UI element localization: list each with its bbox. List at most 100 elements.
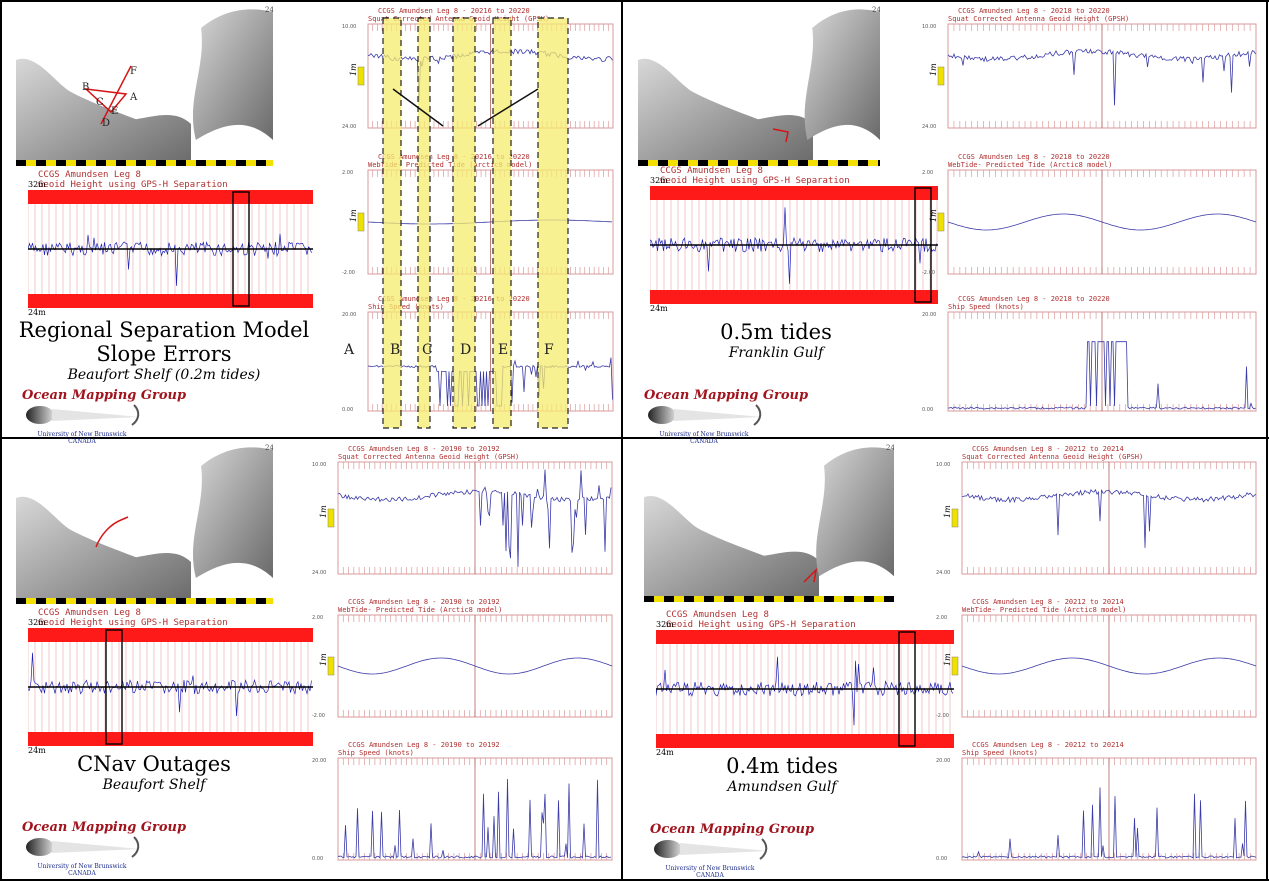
- panel-caption: 0.4m tides Amundsen Gulf: [632, 754, 932, 796]
- strip-top-scale: 32m: [28, 180, 46, 189]
- map-zone-label: 24: [265, 444, 273, 452]
- scale-unit-label: 1m: [319, 653, 328, 666]
- caption-line: Regional Separation Model: [18, 318, 310, 342]
- graph-title: CCGS Amundsen Leg 8 - 20190 to 20192: [348, 741, 500, 749]
- segment-label-b: B: [390, 342, 400, 358]
- brand-swoosh-icon: [648, 404, 762, 426]
- graph-title: CCGS Amundsen Leg 8 - 20218 to 20220: [958, 153, 1110, 161]
- landmass-east: [804, 9, 880, 140]
- brand-country: CANADA: [68, 438, 96, 445]
- data-trace: [961, 657, 1257, 675]
- scale-unit-label: 1m: [319, 505, 328, 518]
- ship-speed-graph: CCGS Amundsen Leg 8 - 20212 to 20214Ship…: [936, 741, 1257, 862]
- strip-bottom-scale: 24m: [656, 748, 674, 757]
- caption-line: 0.5m tides: [720, 320, 832, 344]
- landmass-east: [816, 447, 894, 577]
- y-axis-top-label: 20.00: [936, 758, 950, 764]
- brand-title: Ocean Mapping Group: [22, 388, 187, 403]
- map-point-label: B: [82, 82, 89, 93]
- scale-unit-label: 1m: [943, 505, 952, 518]
- landmass-east: [192, 9, 273, 140]
- graph-subtitle: Squat Corrected Antenna Geoid Height (GP…: [962, 453, 1143, 461]
- upper-red-band: [656, 630, 954, 644]
- ocean-mapping-group-logo: Ocean Mapping Group University of New Bru…: [22, 388, 186, 445]
- graph-subtitle: Ship Speed (knots): [948, 303, 1024, 311]
- y-axis-bottom-label: 0.00: [922, 407, 933, 413]
- border-bottom: [0, 879, 1269, 881]
- map-zone-label: 24: [872, 6, 880, 14]
- segment-label-c: C: [422, 342, 433, 358]
- terrain-map: 24: [644, 444, 894, 600]
- y-axis-top-label: 20.00: [922, 312, 936, 318]
- y-axis-bottom-label: 24.00: [342, 124, 356, 130]
- highlight-box: [898, 631, 916, 747]
- scale-bar: [951, 508, 959, 528]
- strip-title-line1: CCGS Amundsen Leg 8: [660, 166, 763, 176]
- scale-bar: [357, 212, 365, 232]
- landmass-west: [644, 496, 819, 600]
- coastline-scale-bar: [16, 598, 273, 604]
- strip-title: CCGS Amundsen Leg 8 Geoid Height using GP…: [38, 608, 228, 628]
- data-trace: [367, 219, 613, 225]
- graph-title: CCGS Amundsen Leg 8 - 20218 to 20220: [958, 295, 1110, 303]
- scale-bar: [937, 66, 945, 86]
- scale-unit-label: 1m: [349, 63, 358, 76]
- lower-red-band: [28, 294, 313, 308]
- data-trace: [961, 488, 1257, 548]
- coastline-scale-bar: [16, 160, 273, 166]
- strip-title-line1: CCGS Amundsen Leg 8: [38, 170, 141, 180]
- y-axis-bottom-label: 0.00: [342, 407, 353, 413]
- landmass-west: [16, 496, 191, 602]
- scale-unit-label: 1m: [929, 63, 938, 76]
- graph-subtitle: WebTide- Predicted Tide (Arctic8 model): [962, 606, 1126, 614]
- geoid-signal: [28, 652, 312, 717]
- graph-title: CCGS Amundsen Leg 8 - 20212 to 20214: [972, 598, 1124, 606]
- data-trace: [961, 787, 1257, 859]
- geoid-height-graph: CCGS Amundsen Leg 8 - 20212 to 20214Squa…: [936, 445, 1257, 576]
- data-trace: [337, 469, 612, 567]
- strip-top-scale: 32m: [650, 176, 668, 185]
- graph-title: CCGS Amundsen Leg 8 - 20190 to 20192: [348, 445, 500, 453]
- lower-red-band: [656, 734, 954, 748]
- strip-top-scale: 32m: [28, 618, 46, 627]
- upper-red-band: [28, 628, 313, 642]
- map-point-label: E: [111, 106, 118, 117]
- panel-caption: CNav Outages Beaufort Shelf: [4, 752, 304, 794]
- y-axis-bottom-label: 24.00: [922, 124, 936, 130]
- graph-subtitle: WebTide- Predicted Tide (Arctic8 model): [338, 606, 502, 614]
- tide-graph: CCGS Amundsen Leg 8 - 20190 to 20192WebT…: [312, 598, 613, 719]
- geoid-signal: [28, 233, 312, 286]
- graph-title: CCGS Amundsen Leg 8 - 20216 to 20220: [378, 7, 530, 15]
- graph-subtitle: Squat Corrected Antenna Geoid Height (GP…: [338, 453, 519, 461]
- highlight-box: [914, 187, 932, 303]
- segment-label-a: A: [343, 342, 355, 358]
- graph-title: CCGS Amundsen Leg 8 - 20212 to 20214: [972, 741, 1124, 749]
- brand-university: University of New Brunswick: [665, 865, 755, 872]
- border-top: [0, 0, 1269, 2]
- strip-title: CCGS Amundsen Leg 8 Geoid Height using GP…: [660, 166, 850, 186]
- scale-unit-label: 1m: [943, 653, 952, 666]
- geoid-strip-chart: [28, 628, 313, 746]
- ocean-mapping-group-logo: Ocean Mapping Group University of New Bru…: [650, 822, 814, 879]
- caption-line: CNav Outages: [77, 752, 231, 776]
- strip-title-line2: Geoid Height using GPS-H Separation: [660, 176, 850, 186]
- y-axis-bottom-label: 0.00: [312, 856, 323, 862]
- y-axis-bottom-label: 24.00: [936, 570, 950, 576]
- coastline-scale-bar: [644, 596, 894, 602]
- caption-subtitle: Franklin Gulf: [728, 345, 824, 361]
- geoid-height-graph: CCGS Amundsen Leg 8 - 20190 to 20192Squa…: [312, 445, 613, 576]
- scale-bar: [327, 656, 335, 676]
- data-trace: [947, 48, 1256, 106]
- brand-country: CANADA: [68, 870, 96, 877]
- y-axis-top-label: 20.00: [312, 758, 326, 764]
- y-axis-bottom-label: -2.00: [936, 713, 949, 719]
- tide-graph: CCGS Amundsen Leg 8 - 20212 to 20214WebT…: [936, 598, 1257, 719]
- brand-university: University of New Brunswick: [37, 431, 127, 438]
- graph-subtitle: Ship Speed (knots): [338, 749, 414, 757]
- coastline-scale-bar: [638, 160, 880, 166]
- strip-title: CCGS Amundsen Leg 8 Geoid Height using GP…: [666, 610, 856, 630]
- brand-university: University of New Brunswick: [659, 431, 749, 438]
- strip-title: CCGS Amundsen Leg 8 Geoid Height using GP…: [38, 170, 228, 190]
- y-axis-bottom-label: -2.00: [342, 270, 355, 276]
